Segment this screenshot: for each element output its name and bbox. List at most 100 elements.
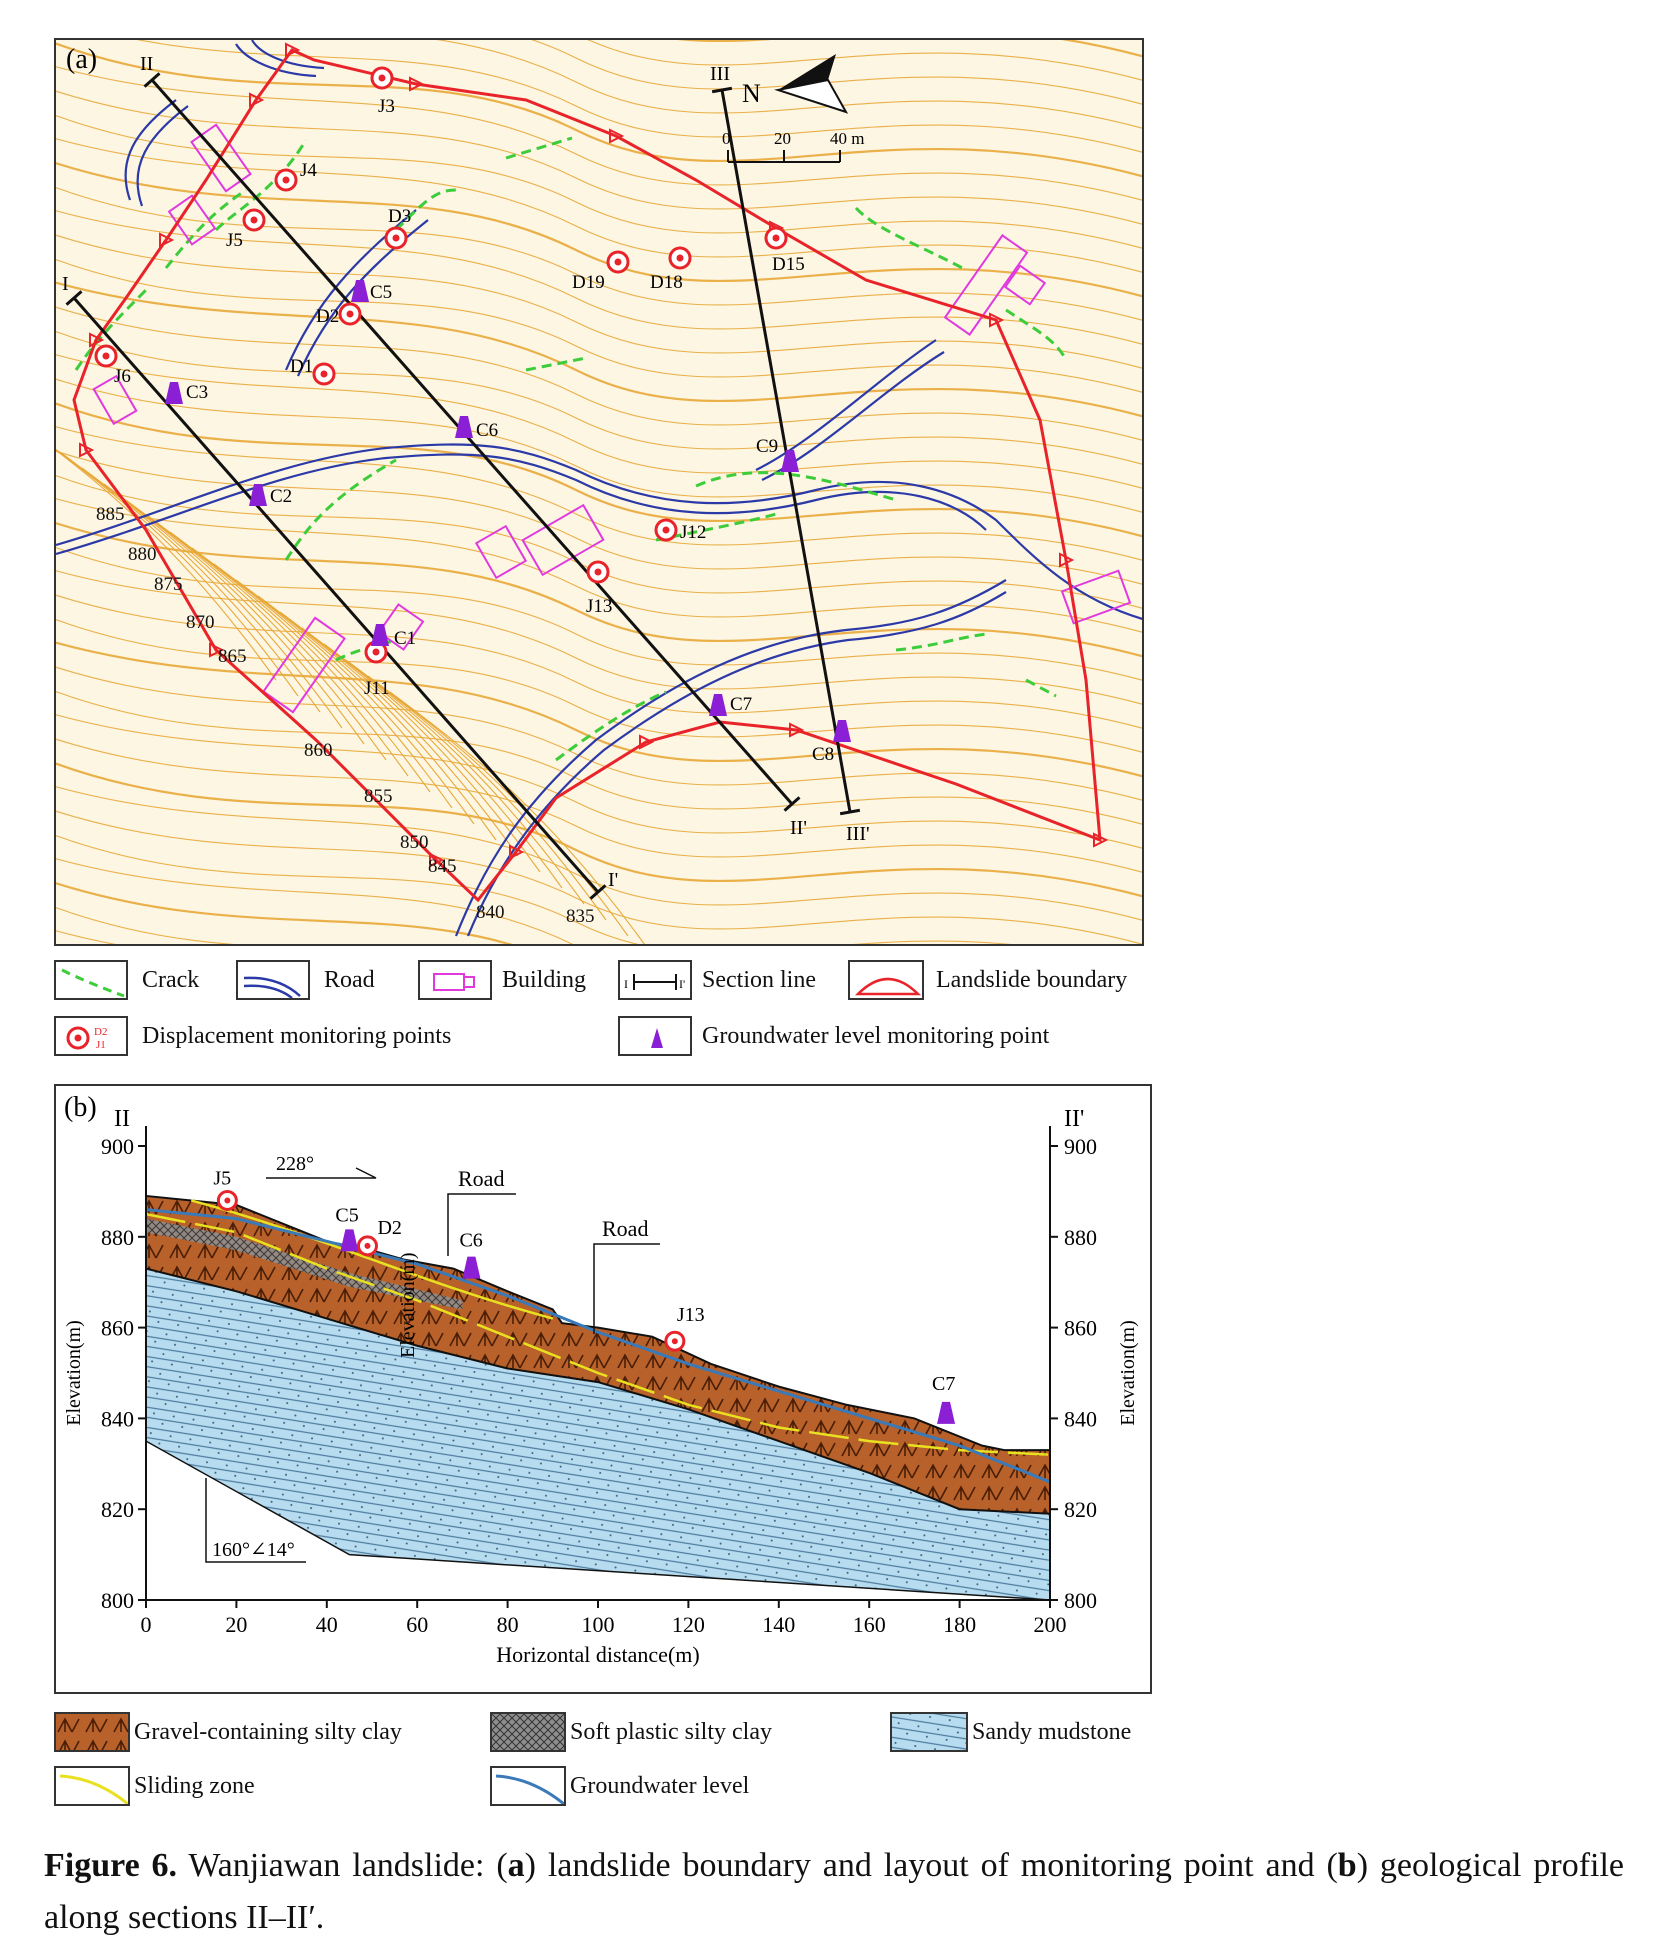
profile-groundwater-point-icon [937, 1401, 956, 1424]
contour-line [56, 354, 1142, 489]
crack-line [214, 139, 308, 232]
mudstone-swatch-icon [890, 1712, 968, 1752]
direction-label: 228° [276, 1153, 314, 1175]
y-tick-label-left: 820 [101, 1497, 134, 1522]
y-tick-label-right: 820 [1064, 1497, 1097, 1522]
contour-line [56, 449, 277, 681]
y-tick-label-right: 840 [1064, 1406, 1097, 1431]
legend-boundary-label: Landslide boundary [936, 966, 1128, 993]
contour-line [56, 546, 1142, 681]
legend-gravel: Gravel-containing silty clay [54, 1712, 402, 1752]
cracks [74, 136, 1068, 762]
scale-tick-20: 20 [774, 129, 791, 148]
contour-line [56, 234, 1142, 369]
groundwater-point-label: C2 [270, 486, 292, 507]
crack-line [655, 512, 777, 542]
monitoring-points: J3 J4 J5 J6 D3 D2 D1 D19 D18 D15 J12 J13 J11 C5 C3 C6 C2… [94, 66, 851, 765]
contour-label: 870 [186, 612, 215, 633]
x-tick-label: 140 [762, 1612, 795, 1637]
profile-point-label: C6 [459, 1230, 482, 1252]
building-outline [262, 616, 346, 714]
contour-line [56, 594, 1142, 729]
legend-building-label: Building [502, 966, 587, 993]
profile-displacement-point-core [364, 1242, 371, 1249]
boundary-tick-icon [639, 734, 655, 750]
contour-line [56, 66, 1142, 201]
road-swatch-icon [236, 960, 310, 1000]
contour-label: 835 [566, 906, 595, 927]
icon-top-label: D2 [94, 1026, 107, 1038]
profile-groundwater-point-icon [340, 1229, 359, 1252]
section-start-label: I [62, 273, 69, 295]
contour-line [56, 834, 1012, 944]
contour-line [56, 210, 1142, 345]
groundwater-point-icon [351, 280, 369, 302]
direction-arrow-icon [266, 1167, 377, 1179]
building-outline [377, 603, 425, 651]
displacement-point-label: J3 [378, 96, 395, 117]
legend-displacement: D2 J1 Displacement monitoring points [54, 1016, 451, 1056]
legend-crack-label: Crack [142, 966, 200, 993]
groundwater-point-icon [371, 624, 389, 646]
section-line-2 [150, 79, 794, 805]
caption-text-1: Wanjiawan landslide: ( [177, 1847, 508, 1884]
groundwater-line-swatch-icon [490, 1766, 566, 1806]
displacement-point-core [676, 254, 684, 262]
groundwater-point-label: C5 [370, 282, 392, 303]
groundwater-point-label: C6 [476, 420, 498, 441]
section-end-tick [783, 796, 801, 812]
legend-gravel-label: Gravel-containing silty clay [134, 1718, 402, 1745]
figure-caption: Figure 6. Wanjiawan landslide: (a) lands… [44, 1840, 1624, 1944]
contour-line [56, 306, 1142, 441]
y-tick-label-left: 860 [101, 1316, 134, 1341]
boundary-tick-icon [1059, 552, 1075, 568]
legend-road-label: Road [324, 966, 375, 993]
contour-line [56, 762, 1142, 898]
icon-bottom-label: J1 [96, 1039, 106, 1051]
profile-groundwater-point-icon [462, 1256, 481, 1279]
x-tick-label: 180 [943, 1612, 976, 1637]
road-line [454, 579, 1007, 937]
profile-point-label: C5 [335, 1204, 358, 1226]
contour-line [56, 858, 574, 944]
contour-line [56, 426, 1142, 561]
y-tick-label-right: 900 [1064, 1134, 1097, 1159]
panel-b-label: (b) [64, 1092, 97, 1123]
displacement-point-label: D15 [772, 254, 805, 275]
boundary-tick-icon [1093, 832, 1109, 848]
panel-a-label: (a) [66, 44, 97, 75]
section-end-tick [589, 884, 607, 900]
contour-label: 850 [400, 832, 429, 853]
sliding-zone-line [190, 1199, 554, 1320]
contour-label: 840 [476, 902, 505, 923]
dip-leader [205, 1478, 306, 1563]
boundary-tick-icon [789, 722, 805, 738]
soft-plastic-band [146, 1218, 463, 1310]
legend-section-line: I I' Section line [618, 960, 816, 1000]
section-right-label: II' [1064, 1106, 1084, 1132]
scale-bar: 0 20 40 m [722, 129, 864, 163]
caption-label: Figure 6. [44, 1847, 178, 1884]
section-left-label: II [114, 1106, 130, 1132]
contour-line [56, 402, 1142, 538]
displacement-point-label: D19 [572, 272, 605, 293]
y-tick-label-left: 880 [101, 1225, 134, 1250]
building-outline [92, 374, 138, 426]
legend-building: Building [418, 960, 586, 1000]
section-end-label: II' [790, 817, 807, 839]
contour-label: 880 [128, 544, 157, 565]
boundary-tick-icon [409, 76, 425, 92]
section-end-tick [839, 808, 861, 816]
displacement-point-core [250, 216, 258, 224]
groundwater-point-icon [781, 450, 799, 472]
x-tick-label: 60 [406, 1612, 428, 1637]
profile-displacement-point-core [671, 1338, 678, 1345]
crack-line [895, 632, 987, 652]
y-axis-label-left: Elevation(m) [63, 1320, 85, 1426]
caption-b: b [1337, 1847, 1357, 1884]
groundwater-point-icon [249, 484, 267, 506]
groundwater-point-label: C9 [756, 436, 778, 457]
road-line [124, 99, 189, 207]
groundwater-point-label: C3 [186, 382, 208, 403]
